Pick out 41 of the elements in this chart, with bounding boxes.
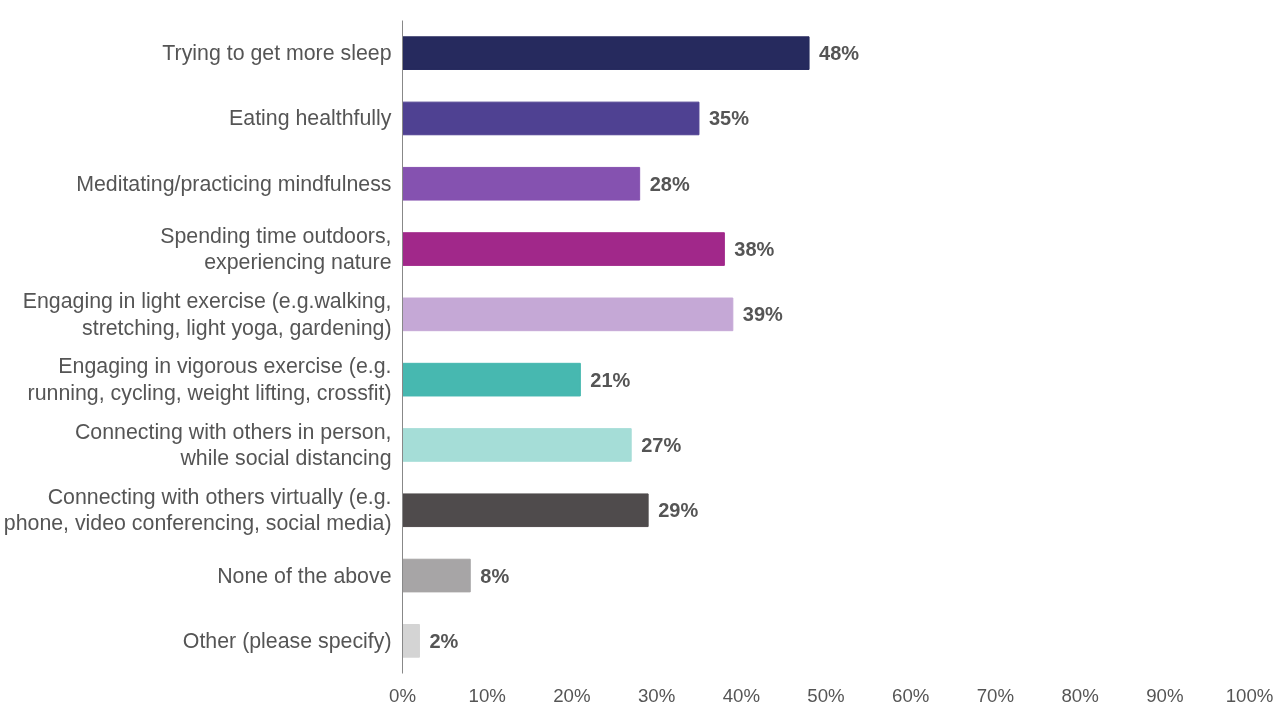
- bar: [402, 428, 632, 462]
- y-tick-label: None of the above: [217, 563, 392, 588]
- x-tick-label: 0%: [389, 684, 416, 706]
- y-tick-label: Other (please specify): [182, 628, 392, 653]
- bar: [402, 624, 420, 658]
- x-tick-label: 90%: [1146, 684, 1184, 706]
- bar: [402, 558, 471, 593]
- x-tick-label: 40%: [722, 684, 760, 706]
- data-label: 38%: [734, 238, 775, 261]
- bar: [402, 493, 649, 528]
- x-tick-label: 60%: [892, 684, 930, 706]
- bar: [402, 101, 700, 136]
- data-label: 8%: [480, 564, 510, 587]
- x-tick-label: 80%: [1061, 684, 1099, 706]
- y-tick-label: Meditating/practicing mindfulness: [76, 171, 392, 196]
- x-tick-label: 50%: [807, 684, 845, 706]
- y-tick-label: Engaging in light exercise (e.g.walking, stretching, light yoga, gardening): [22, 289, 392, 340]
- bar: [402, 362, 581, 397]
- x-tick-label: 70%: [976, 684, 1015, 706]
- x-tick-label: 20%: [553, 684, 591, 706]
- y-tick-label: Trying to get more sleep: [162, 41, 392, 66]
- y-tick-label: Connecting with others in person, while social distancing: [74, 419, 392, 471]
- y-tick-label: Engaging in vigorous exercise (e.g. running, cycling, weight lifting, crossfit): [27, 354, 392, 405]
- x-tick-label: 30%: [637, 684, 676, 706]
- bar: [402, 297, 734, 332]
- data-label: 39%: [742, 303, 784, 326]
- y-tick-label: Eating healthfully: [229, 106, 392, 131]
- data-label: 2%: [429, 629, 459, 652]
- bar: [402, 166, 641, 201]
- data-label: 28%: [649, 172, 690, 195]
- y-tick-label: Connecting with others virtually (e.g. phone, video conferencing, social media): [3, 485, 392, 536]
- data-label: 21%: [590, 368, 631, 391]
- data-label: 27%: [641, 433, 682, 456]
- y-tick-label: Spending time outdoors, experiencing nature: [160, 223, 392, 275]
- x-tick-label: 100%: [1225, 684, 1274, 706]
- data-label: 48%: [819, 42, 860, 65]
- data-label: 35%: [708, 107, 750, 130]
- bar: [402, 36, 810, 70]
- data-label: 29%: [658, 499, 699, 522]
- bar: [402, 232, 725, 266]
- x-tick-label: 10%: [468, 684, 506, 706]
